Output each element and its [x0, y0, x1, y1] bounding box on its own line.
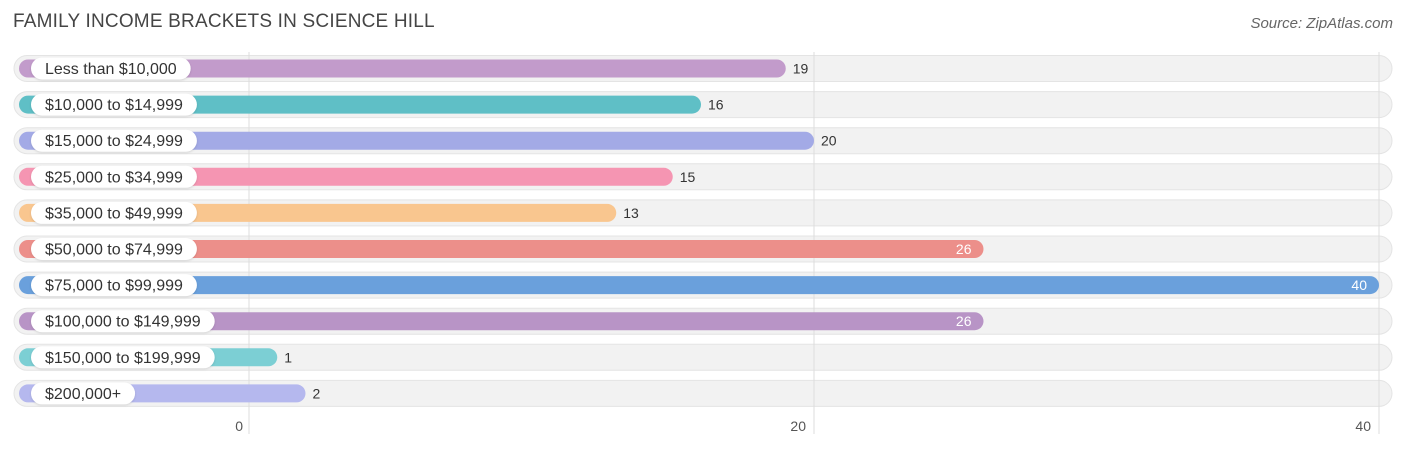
category-pill — [31, 57, 191, 80]
category-label: $15,000 to $24,999 — [45, 133, 183, 150]
category-label: Less than $10,000 — [45, 61, 177, 78]
bar-75-000-to-99-999[interactable] — [19, 276, 1379, 295]
value-label: 1 — [284, 349, 292, 365]
x-tick-label: 40 — [1355, 418, 1371, 434]
category-pill — [31, 129, 197, 152]
category-pill — [31, 310, 215, 333]
category-label: $35,000 to $49,999 — [45, 205, 183, 222]
category-label: $200,000+ — [45, 386, 121, 403]
bar-100-000-to-149-999[interactable] — [19, 312, 984, 331]
bar-15-000-to-24-999[interactable] — [19, 131, 814, 150]
value-label: 2 — [313, 385, 321, 401]
category-pill — [31, 93, 197, 116]
category-pill — [31, 346, 215, 369]
value-label: 16 — [708, 97, 724, 113]
category-label: $75,000 to $99,999 — [45, 278, 183, 295]
bar-track — [13, 379, 1393, 407]
category-pill — [31, 165, 197, 188]
bar-50-000-to-74-999[interactable] — [19, 240, 984, 258]
value-label: 26 — [956, 313, 972, 329]
category-label: $25,000 to $34,999 — [45, 169, 183, 186]
chart-source: Source: ZipAtlas.com — [1250, 15, 1393, 32]
value-label: 20 — [821, 133, 837, 149]
category-pill — [31, 382, 136, 405]
category-pill — [31, 201, 197, 224]
value-label: 26 — [956, 241, 972, 257]
x-tick-label: 0 — [235, 418, 243, 434]
category-pill — [31, 238, 197, 260]
value-label: 19 — [793, 61, 809, 77]
value-label: 13 — [623, 205, 639, 221]
chart-title: FAMILY INCOME BRACKETS IN SCIENCE HILL — [13, 11, 435, 32]
category-pill — [31, 274, 197, 297]
category-label: $10,000 to $14,999 — [45, 97, 183, 114]
x-tick-label: 20 — [790, 418, 806, 434]
category-label: $150,000 to $199,999 — [45, 350, 201, 367]
category-label: $100,000 to $149,999 — [45, 314, 201, 331]
value-label: 40 — [1351, 277, 1367, 293]
bar-less-than-10-000[interactable] — [19, 59, 786, 78]
bar-track — [13, 343, 1393, 371]
value-label: 15 — [680, 169, 696, 185]
category-label: $50,000 to $74,999 — [45, 242, 183, 259]
